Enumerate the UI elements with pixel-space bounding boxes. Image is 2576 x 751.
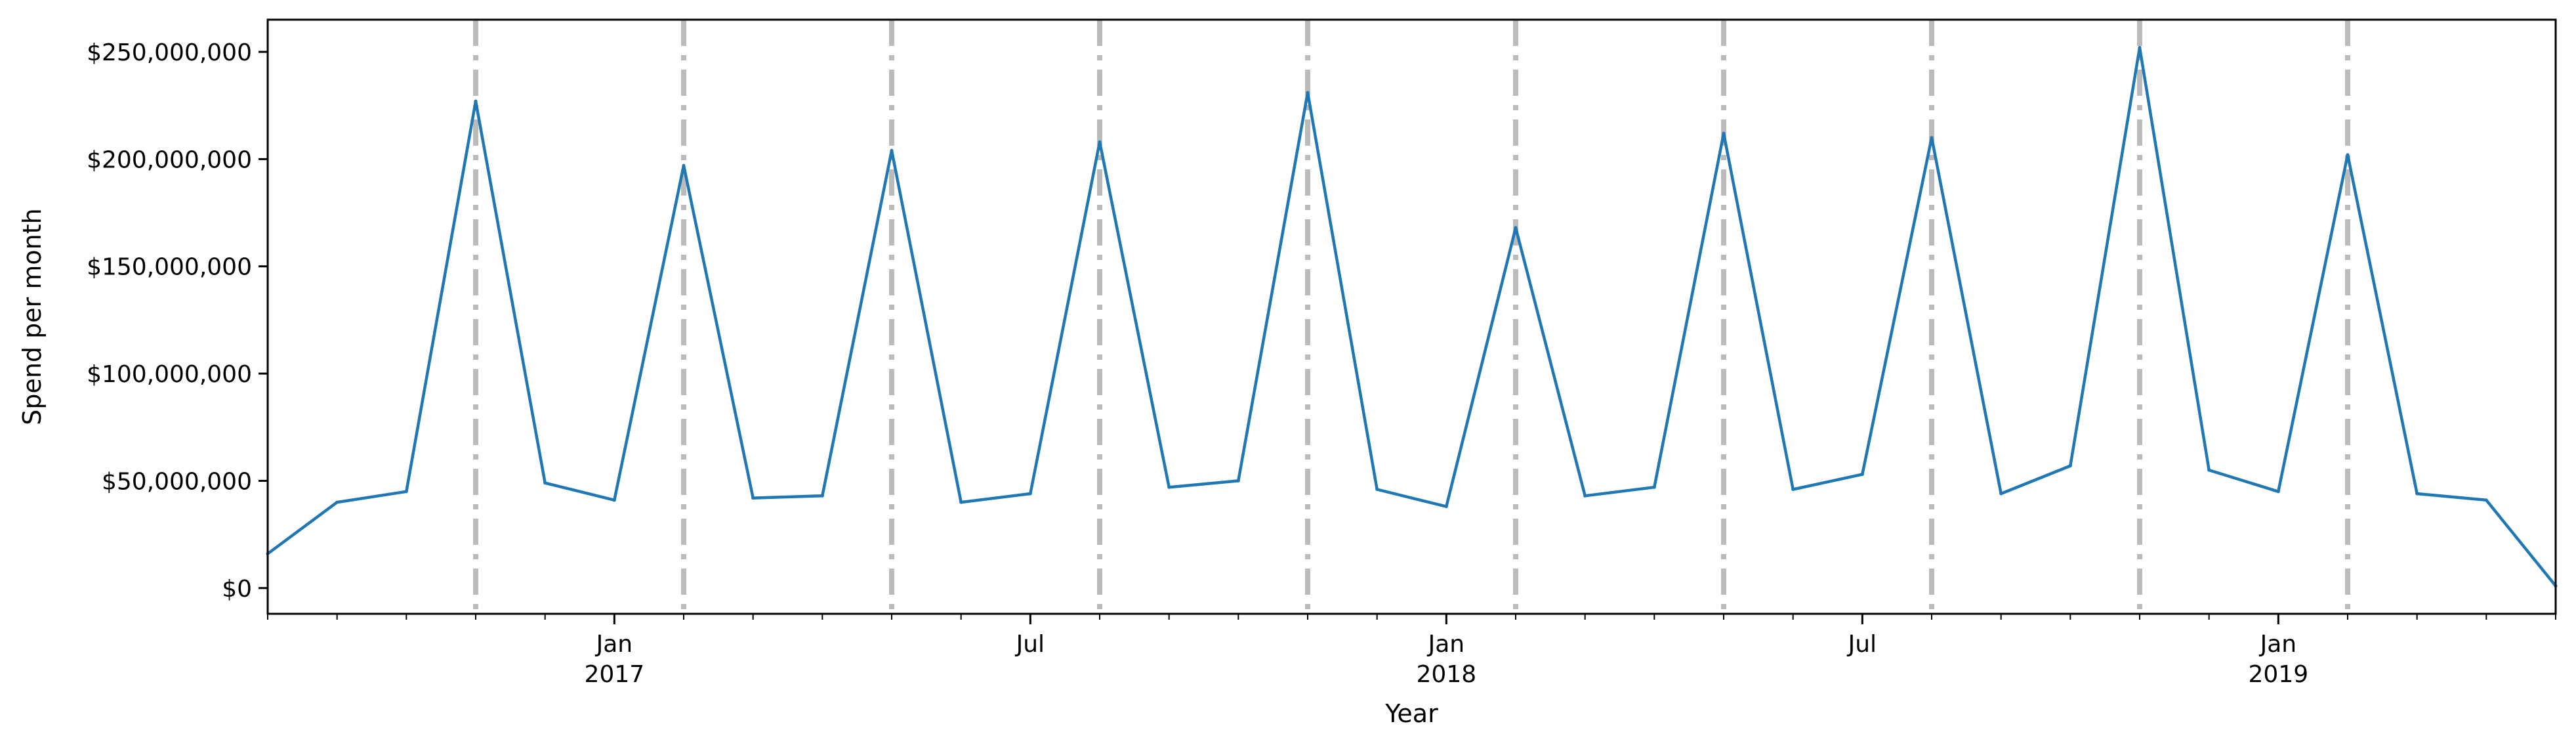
plot-area-frame: [266, 18, 2557, 615]
y-tick-label: $250,000,000: [87, 39, 252, 66]
y-tick-label: $200,000,000: [87, 146, 252, 173]
data-point: [959, 500, 963, 504]
series-layer: [266, 45, 2558, 588]
y-tick-label: $0: [222, 576, 252, 603]
x-tick-label: Jan: [2259, 631, 2297, 658]
data-point: [1028, 492, 1032, 496]
data-point: [335, 500, 339, 504]
x-tick-year-label: 2017: [585, 661, 645, 688]
y-tick-label: $150,000,000: [87, 254, 252, 281]
data-point: [1306, 91, 1310, 95]
data-point: [1514, 226, 1518, 230]
data-point: [2068, 464, 2072, 468]
data-point: [1444, 505, 1448, 509]
data-point: [612, 498, 616, 502]
data-point: [820, 494, 824, 498]
data-point: [543, 481, 547, 485]
x-tick-label: Jan: [1427, 631, 1465, 658]
data-point: [2415, 492, 2419, 496]
y-tick-label: $100,000,000: [87, 361, 252, 388]
data-point: [1583, 494, 1587, 498]
data-point: [1999, 492, 2003, 496]
x-axis: Jan 2017 Jul Jan 2018 Jul Jan 2019: [267, 614, 2556, 688]
data-point: [1236, 479, 1240, 483]
data-point: [404, 490, 408, 494]
data-point: [1098, 140, 1102, 144]
x-tick-label: Jul: [1015, 631, 1045, 658]
data-point: [2484, 498, 2488, 502]
y-tick-label: $50,000,000: [102, 468, 252, 495]
data-point: [1375, 488, 1379, 492]
data-point: [1722, 131, 1726, 135]
x-tick-year-label: 2019: [2249, 661, 2309, 688]
data-point: [2346, 153, 2350, 157]
data-point: [2276, 490, 2280, 494]
y-axis-label: Spend per month: [18, 208, 47, 425]
y-axis: $0 $50,000,000 $100,000,000 $150,000,000 $20…: [87, 39, 268, 603]
series-line: [266, 46, 2557, 587]
data-point: [474, 99, 478, 103]
data-point: [1167, 485, 1171, 489]
data-point: [890, 148, 894, 152]
data-point: [2207, 468, 2211, 472]
data-point: [1930, 136, 1934, 140]
data-point: [1791, 488, 1795, 492]
x-tick-year-label: 2018: [1417, 661, 1477, 688]
vertical-marker-lines: [473, 20, 2350, 614]
data-point: [751, 496, 755, 500]
data-point: [1860, 473, 1864, 477]
data-point: [1652, 485, 1656, 489]
data-point: [682, 163, 686, 167]
x-axis-label: Year: [1384, 699, 1438, 728]
x-tick-label: Jul: [1847, 631, 1877, 658]
x-tick-label: Jan: [595, 631, 633, 658]
data-point: [2138, 45, 2142, 49]
